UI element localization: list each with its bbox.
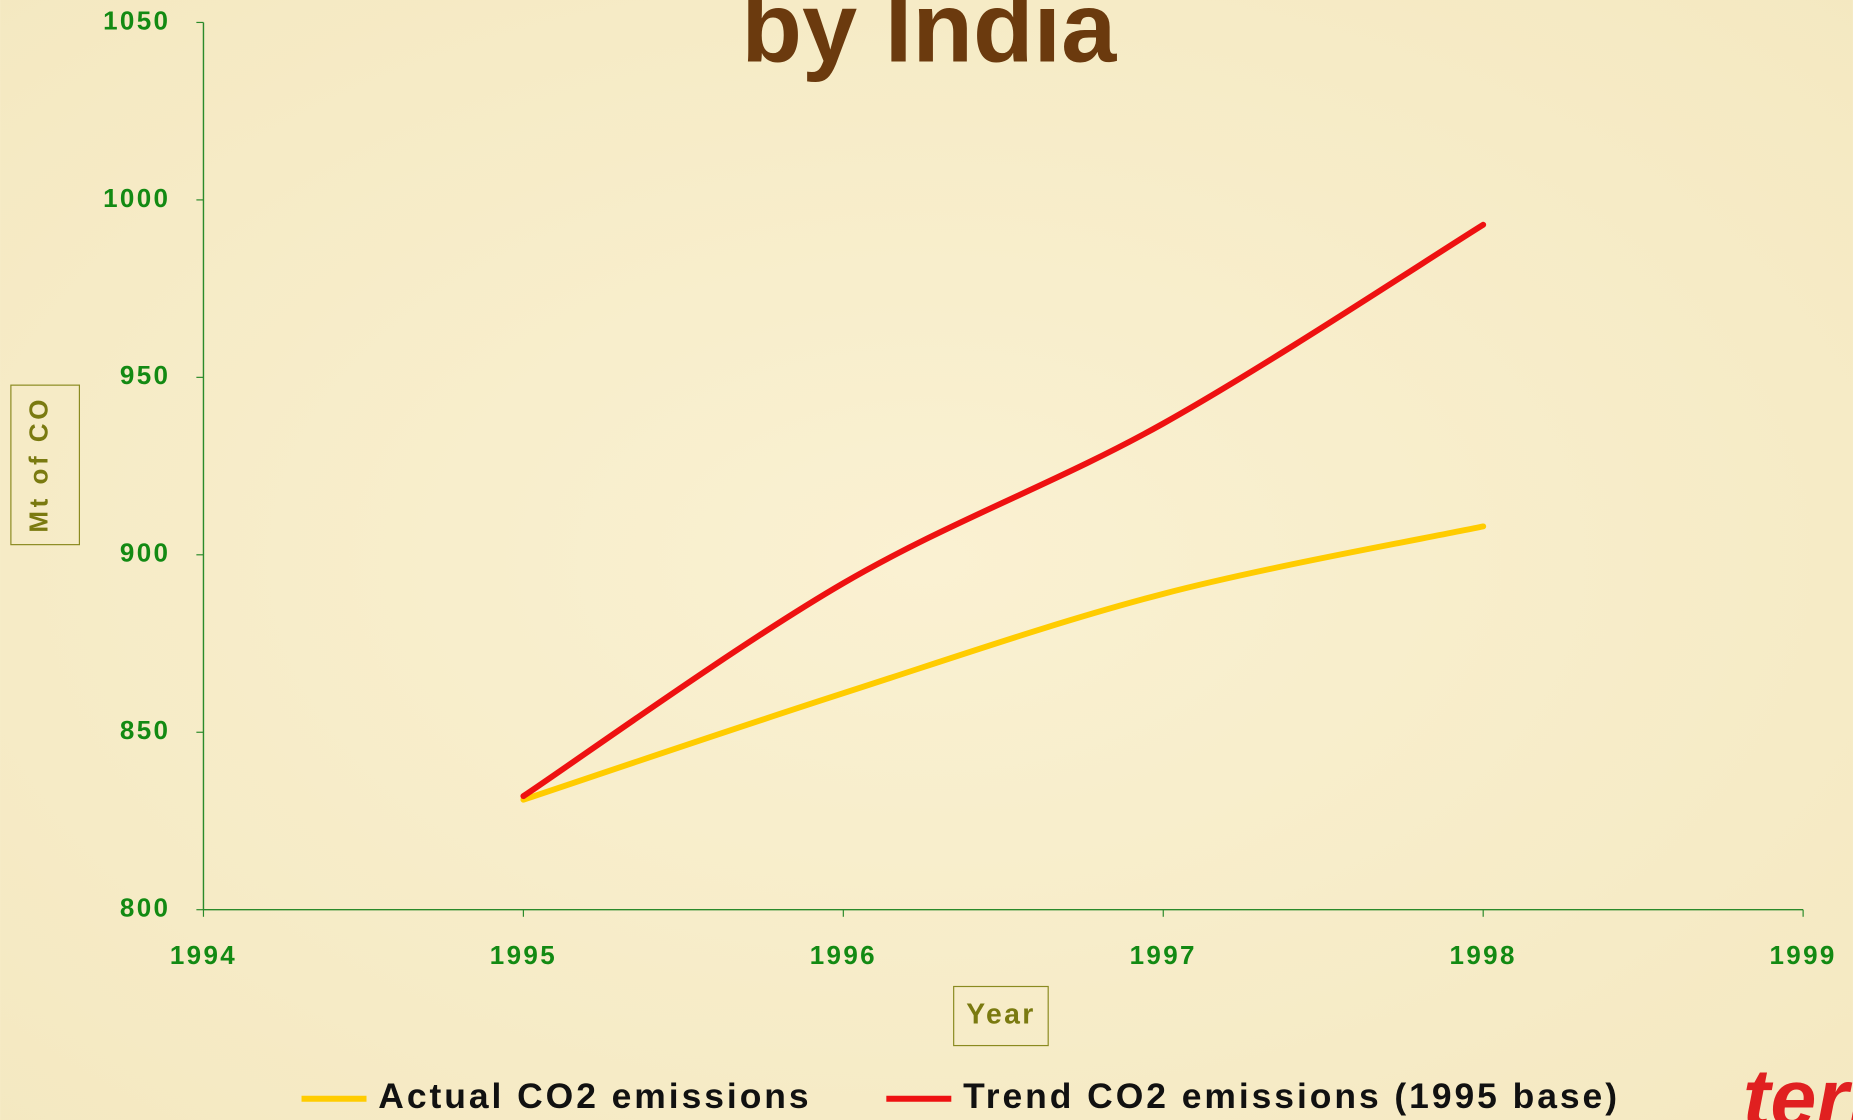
x-tick-label: 1996 bbox=[810, 940, 877, 970]
x-tick-label: 1995 bbox=[490, 940, 557, 970]
y-tick-label: 1000 bbox=[103, 183, 170, 213]
legend-label: Actual CO2 emissions bbox=[378, 1076, 811, 1116]
x-axis-label: Year bbox=[966, 999, 1035, 1031]
y-tick-label: 950 bbox=[120, 360, 170, 390]
x-tick-label: 1999 bbox=[1769, 940, 1836, 970]
legend-label: Trend CO2 emissions (1995 base) bbox=[963, 1076, 1620, 1116]
x-label-box bbox=[953, 985, 1049, 1047]
y-label-box bbox=[10, 384, 81, 546]
y-tick-label: 1050 bbox=[103, 5, 170, 35]
chart-title: by India bbox=[741, 0, 1117, 84]
y-axis-label: Mt of CO bbox=[23, 396, 53, 533]
y-tick-label: 850 bbox=[120, 715, 170, 745]
x-tick-label: 1994 bbox=[170, 940, 237, 970]
logo: teri bbox=[1743, 1051, 1853, 1120]
x-tick-label: 1998 bbox=[1450, 940, 1517, 970]
y-tick-label: 800 bbox=[120, 893, 170, 923]
x-tick-label: 1997 bbox=[1130, 940, 1197, 970]
line-series bbox=[520, 523, 1487, 803]
y-tick-label: 900 bbox=[120, 538, 170, 568]
line-series bbox=[520, 221, 1487, 800]
